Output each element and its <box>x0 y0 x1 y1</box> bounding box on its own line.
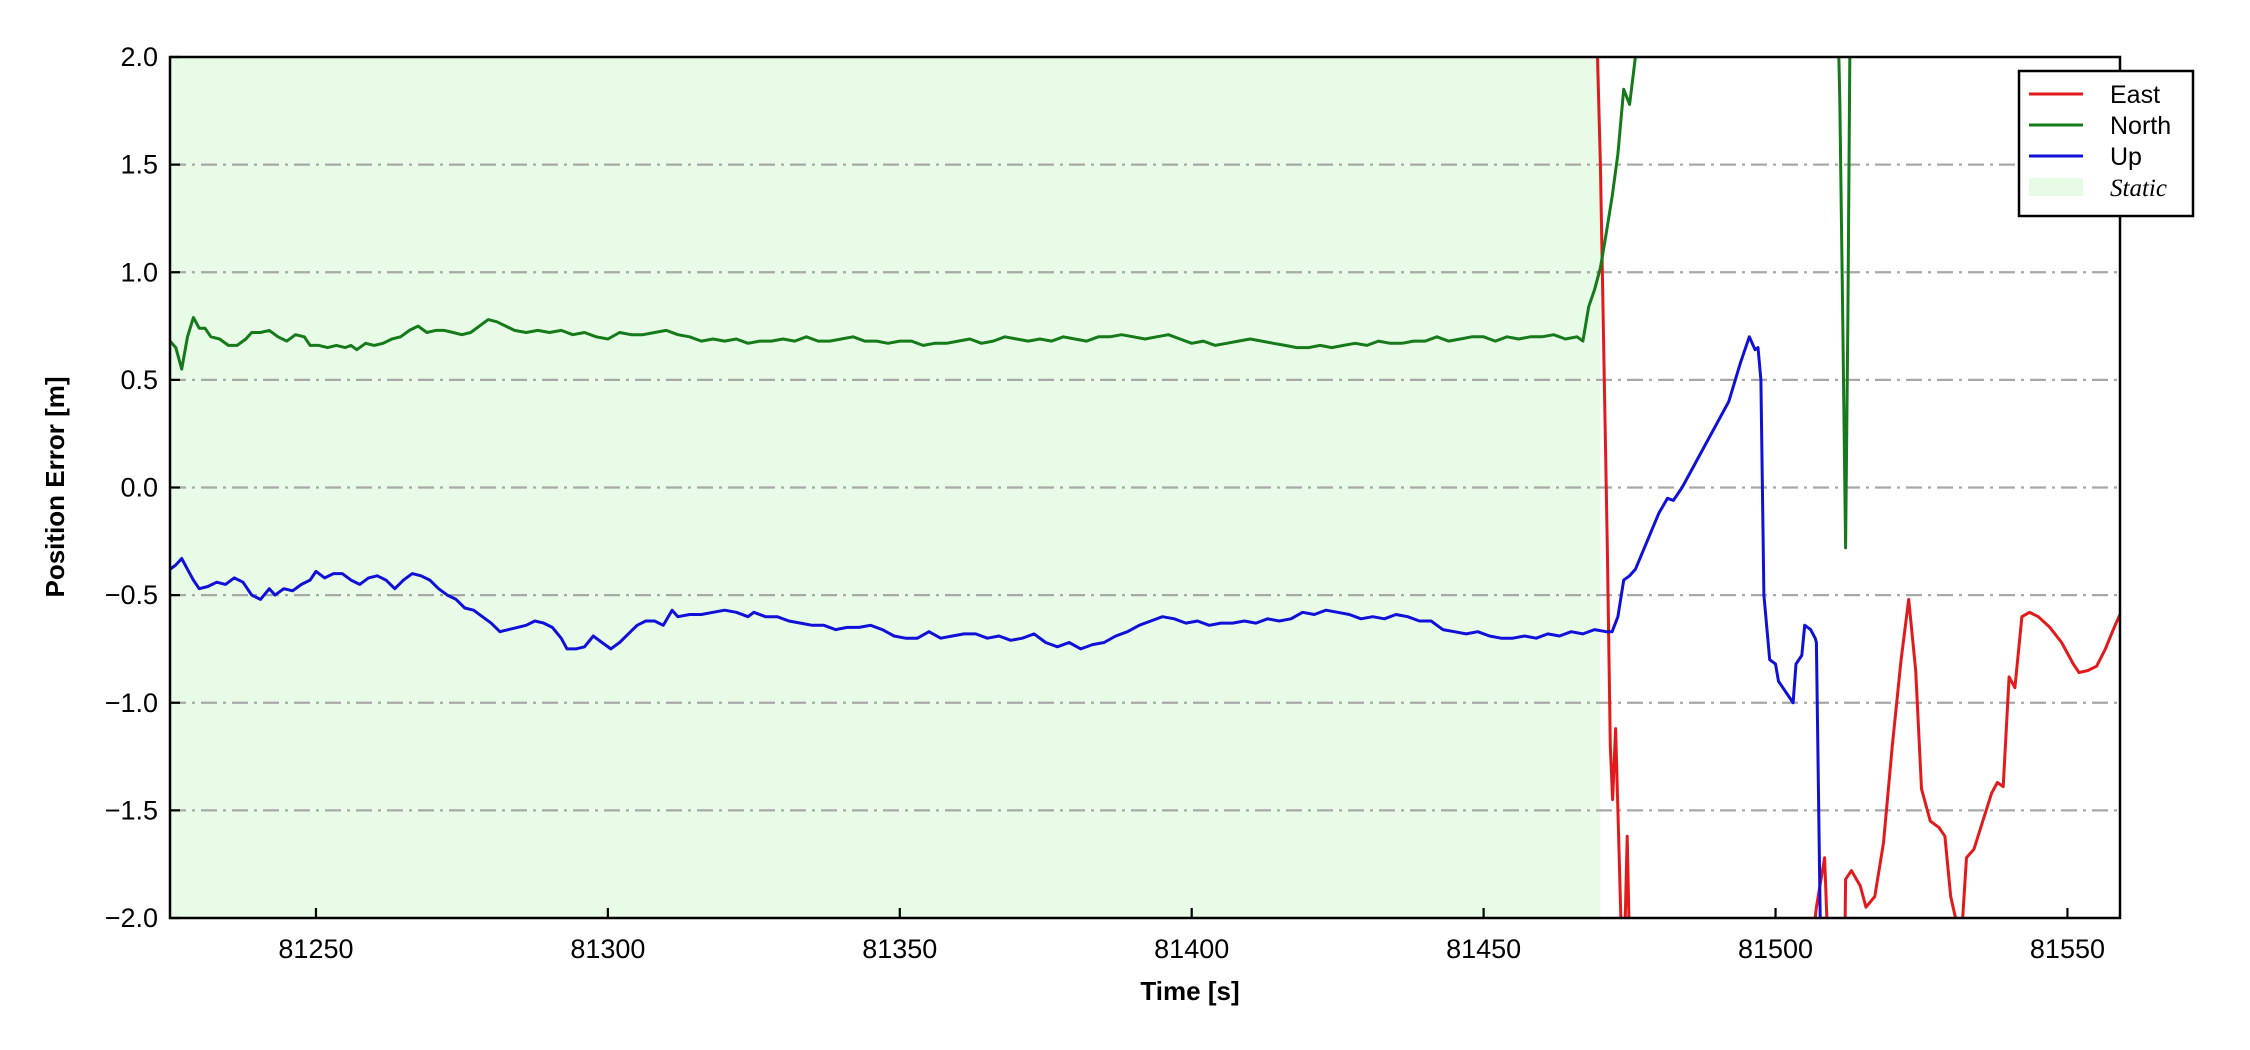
legend-label-east: East <box>2110 81 2160 109</box>
series-line-up <box>170 335 1822 918</box>
x-tick-label-2: 81350 <box>862 934 937 964</box>
x-tick-label-4: 81450 <box>1446 934 1521 964</box>
legend-swatch-static <box>2029 178 2083 196</box>
y-axis-title: Position Error [m] <box>40 376 70 597</box>
legend-label-north: North <box>2110 112 2171 140</box>
x-tick-label-1: 81300 <box>570 934 645 964</box>
y-axis: 2.0 1.5 1.0 0.5 0.0 −0.5 −1.0 −1.5 −2.0 <box>105 42 180 933</box>
y-tick-label-0: 2.0 <box>120 42 158 72</box>
x-tick-label-6: 81550 <box>2030 934 2105 964</box>
legend-label-up: Up <box>2110 143 2142 171</box>
y-tick-label-7: −1.5 <box>105 795 158 825</box>
x-tick-label-3: 81400 <box>1154 934 1229 964</box>
y-tick-label-4: 0.0 <box>120 473 158 503</box>
grid-layer <box>170 163 2120 812</box>
x-tick-label-0: 81250 <box>278 934 353 964</box>
y-tick-label-6: −1.0 <box>105 688 158 718</box>
y-tick-label-2: 1.0 <box>120 257 158 287</box>
series-line-east <box>1595 57 2120 918</box>
y-tick-label-1: 1.5 <box>120 150 158 180</box>
series-line-north <box>170 57 1852 550</box>
legend-label-static: Static <box>2110 175 2167 202</box>
x-axis-title: Time [s] <box>1140 976 1239 1006</box>
x-tick-label-5: 81500 <box>1738 934 1813 964</box>
series-layer <box>170 57 2120 918</box>
y-tick-label-5: −0.5 <box>105 580 158 610</box>
legend: East North Up Static <box>2017 69 2195 218</box>
y-tick-label-8: −2.0 <box>105 903 158 933</box>
y-tick-label-3: 0.5 <box>120 365 158 395</box>
x-axis: 81250 81300 81350 81400 81450 81500 81550 <box>278 908 2105 964</box>
